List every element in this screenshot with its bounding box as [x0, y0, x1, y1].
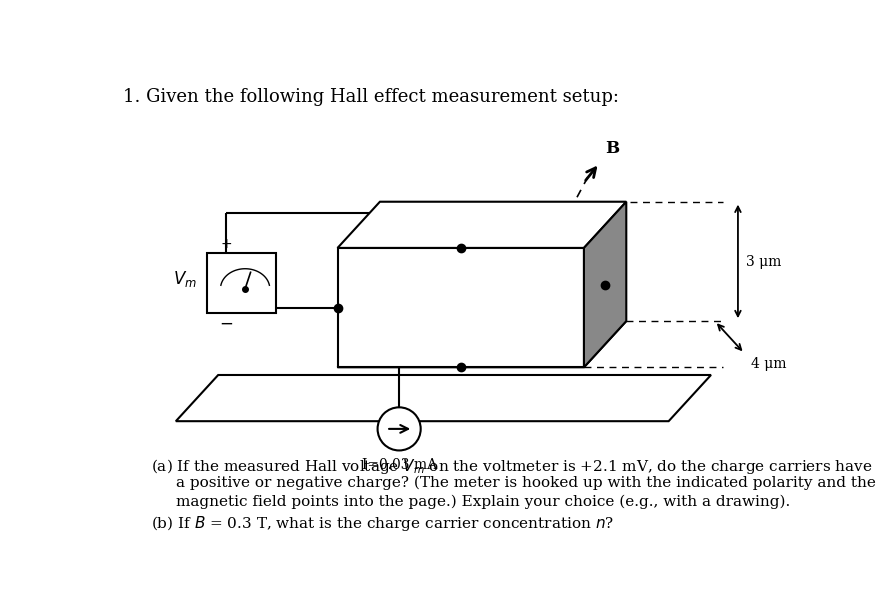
- Text: 3 μm: 3 μm: [745, 255, 781, 269]
- Polygon shape: [338, 248, 584, 367]
- Text: 1. Given the following Hall effect measurement setup:: 1. Given the following Hall effect measu…: [124, 87, 619, 106]
- FancyBboxPatch shape: [207, 253, 276, 312]
- Text: magnetic field points into the page.) Explain your choice (e.g., with a drawing): magnetic field points into the page.) Ex…: [176, 494, 790, 509]
- Polygon shape: [584, 201, 626, 367]
- Polygon shape: [338, 201, 626, 248]
- Text: (b) If $B$ = 0.3 T, what is the charge carrier concentration $n$?: (b) If $B$ = 0.3 T, what is the charge c…: [151, 514, 615, 533]
- Text: I=0.03 mA: I=0.03 mA: [362, 458, 436, 472]
- Text: a positive or negative charge? (The meter is hooked up with the indicated polari: a positive or negative charge? (The mete…: [176, 476, 875, 490]
- Text: +: +: [220, 237, 232, 251]
- Text: −: −: [219, 314, 233, 332]
- Polygon shape: [176, 375, 711, 421]
- Text: $V_m$: $V_m$: [173, 269, 197, 289]
- Polygon shape: [338, 321, 626, 367]
- Text: 4 μm: 4 μm: [751, 357, 786, 370]
- Text: (a) If the measured Hall voltage $V_m$ on the voltmeter is +2.1 mV, do the charg: (a) If the measured Hall voltage $V_m$ o…: [151, 457, 873, 476]
- Circle shape: [377, 407, 421, 450]
- Text: B: B: [606, 140, 620, 157]
